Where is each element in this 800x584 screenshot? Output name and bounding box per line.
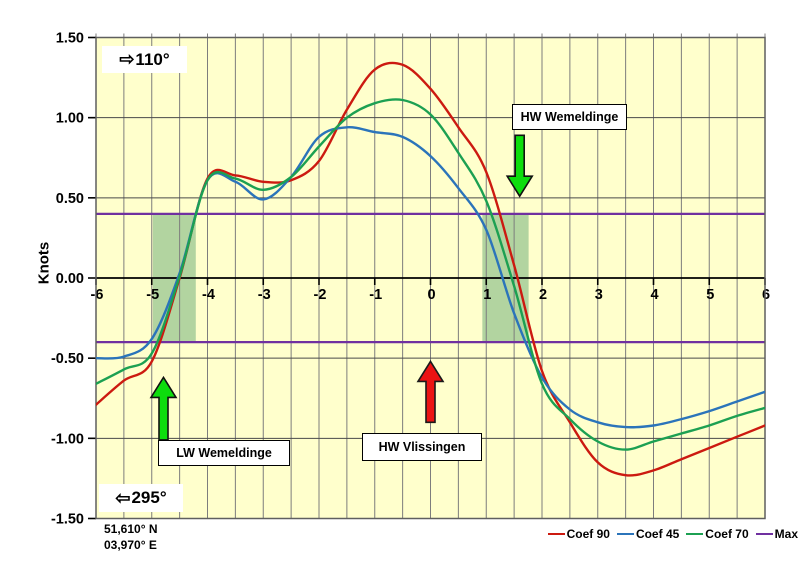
x-tick-label: -5 <box>146 287 159 303</box>
legend-item-coef-90: Coef 90 <box>547 527 610 541</box>
y-tick-label: 0.50 <box>56 191 84 207</box>
flood-direction-value: 110° <box>135 49 170 69</box>
y-tick-label: 0.00 <box>56 271 84 287</box>
legend-label: Coef 70 <box>705 527 749 541</box>
x-tick-label: 6 <box>762 287 770 303</box>
y-tick-label: 1.00 <box>56 111 84 127</box>
legend-item-coef-70: Coef 70 <box>686 527 749 541</box>
flood-direction-annotation: ⇨ 110° <box>102 46 187 73</box>
y-tick-label: 1.50 <box>56 31 84 47</box>
legend-swatch <box>547 532 565 536</box>
x-tick-label: -6 <box>91 287 104 303</box>
x-tick-label: 4 <box>650 287 658 303</box>
legend-item-max: Max <box>755 527 798 541</box>
x-tick-label: 1 <box>483 287 491 303</box>
legend-item-coef-45: Coef 45 <box>616 527 680 541</box>
longitude-value: 03,970° E <box>104 538 157 552</box>
station-coordinates: 51,610° N 03,970° E <box>104 521 158 553</box>
series-line-coef-70 <box>96 98 765 451</box>
lw-wemeldinge-arrow <box>149 375 178 441</box>
legend-label: Max <box>774 527 798 541</box>
ebb-direction-value: 295° <box>131 488 167 507</box>
ebb-direction-annotation: ⇦ 295° <box>99 484 183 512</box>
legend-swatch <box>686 532 704 536</box>
curves-group <box>96 61 765 477</box>
hw-vlissingen-arrow <box>416 359 445 424</box>
hw-wemeldinge-arrow <box>505 134 534 198</box>
lw-wemeldinge-label: LW Wemeldinge <box>158 440 290 466</box>
legend-label: Coef 90 <box>566 527 610 541</box>
legend-swatch <box>616 532 634 536</box>
hw-wemeldinge-label: HW Wemeldinge <box>512 104 627 130</box>
x-tick-label: 3 <box>595 287 603 303</box>
x-tick-label: 0 <box>427 287 435 303</box>
left-arrow-icon: ⇦ <box>115 487 131 508</box>
plot-border <box>95 36 766 520</box>
x-tick-label: -3 <box>258 287 271 303</box>
x-tick-label: -2 <box>314 287 327 303</box>
y-tick-label: -1.50 <box>51 512 84 528</box>
x-tick-label: -1 <box>369 287 382 303</box>
x-tick-label: 5 <box>706 287 714 303</box>
right-arrow-icon: ⇨ <box>119 49 135 69</box>
y-axis-title: Knots <box>35 241 53 285</box>
chart-legend: Coef 90 Coef 45 Coef 70 Max <box>541 526 798 542</box>
hw-vlissingen-label: HW Vlissingen <box>362 433 482 461</box>
y-tick-label: -0.50 <box>51 351 84 367</box>
x-tick-label: 2 <box>539 287 547 303</box>
x-tick-label: -4 <box>202 287 215 303</box>
latitude-value: 51,610° N <box>104 522 158 536</box>
legend-label: Coef 45 <box>635 527 680 541</box>
legend-swatch <box>755 532 773 536</box>
y-tick-label: -1.00 <box>51 431 84 447</box>
